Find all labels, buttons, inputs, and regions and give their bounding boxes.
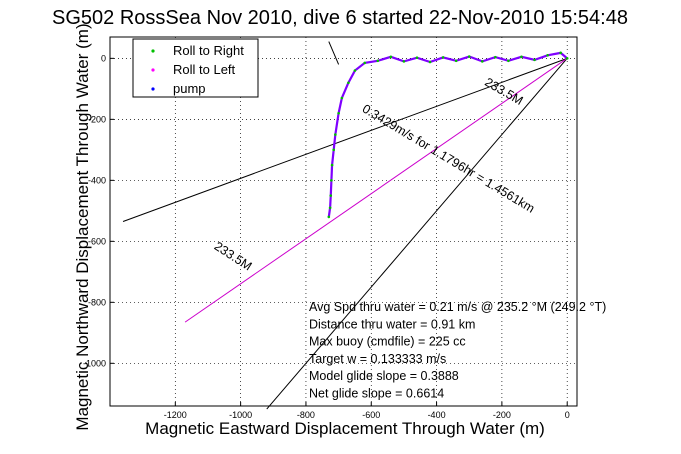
y-tick-label: -600 — [88, 236, 106, 246]
y-axis-label: Magnetic Northward Displacement Through … — [73, 23, 92, 430]
x-tick-label: -200 — [493, 410, 511, 420]
x-axis-label: Magnetic Eastward Displacement Through W… — [145, 419, 545, 438]
legend-marker — [151, 87, 155, 91]
plot-area — [109, 36, 578, 407]
stat-line: Max buoy (cmdfile) = 225 cc — [309, 335, 466, 349]
data-point — [565, 57, 569, 60]
data-point — [347, 81, 350, 85]
reference-line — [122, 57, 568, 222]
stat-line: Target w = 0.133333 m/s — [309, 352, 446, 366]
stat-line: Avg Spd thru water = 0.21 m/s @ 235.2 °M… — [309, 300, 606, 314]
data-point — [340, 96, 344, 100]
legend-marker — [151, 68, 155, 72]
y-tick-label: 0 — [101, 53, 106, 63]
legend-box — [132, 38, 259, 98]
data-point — [327, 215, 331, 219]
x-tick-label: -1200 — [164, 410, 187, 420]
x-tick-label: -800 — [297, 410, 315, 420]
data-point — [334, 133, 337, 136]
y-tick-label: -800 — [88, 297, 106, 307]
line-annotation: 233.5M — [212, 239, 255, 273]
data-point — [467, 55, 471, 58]
legend-marker — [151, 49, 155, 53]
legend-label: pump — [173, 81, 206, 96]
data-point — [520, 55, 523, 59]
data-point — [546, 53, 549, 57]
y-tick-label: -400 — [88, 175, 106, 185]
reference-line — [266, 58, 568, 410]
y-tick-label: -1000 — [83, 358, 106, 368]
ticks: -1200 -1000 -800 -600 -400 -200 0 0 -200 -400 -600… — [83, 53, 570, 420]
data-point — [332, 148, 336, 152]
data-point — [402, 60, 406, 63]
reference-line — [184, 57, 568, 323]
data-point — [353, 69, 357, 72]
stats-text: Avg Spd thru water = 0.21 m/s @ 235.2 °M… — [309, 300, 606, 401]
stat-line: Distance thru water = 0.91 km — [309, 317, 475, 331]
data-point — [441, 56, 445, 59]
series-line — [327, 51, 568, 218]
x-tick-label: -1000 — [229, 410, 252, 420]
data-point — [329, 194, 333, 197]
y-tick-label: -200 — [88, 114, 106, 124]
data-point — [494, 55, 497, 59]
legend-label: Roll to Left — [173, 62, 236, 77]
data-point — [389, 55, 393, 59]
data-point — [454, 59, 458, 63]
data-point — [337, 111, 340, 115]
data-point — [376, 59, 380, 63]
data-point — [330, 179, 333, 182]
x-tick-label: 0 — [565, 410, 570, 420]
legend: Roll to Right Roll to Left pump — [132, 38, 259, 98]
data-point — [533, 58, 536, 62]
x-tick-label: -400 — [428, 410, 446, 420]
annotations: 233.5M0.3429m/s for 1.1796hr = 1.4561km2… — [212, 75, 537, 274]
reference-lines — [122, 41, 568, 410]
legend-label: Roll to Right — [173, 43, 244, 58]
data-point — [480, 60, 484, 63]
data-point — [507, 59, 510, 63]
stat-line: Model glide slope = 0.3888 — [309, 369, 459, 383]
data-point — [428, 60, 432, 64]
grid — [110, 37, 577, 406]
data-point — [328, 206, 332, 210]
series-group — [327, 51, 569, 219]
line-annotation: 233.5M — [482, 75, 525, 108]
line-annotation: 0.3429m/s for 1.1796hr = 1.4561km — [360, 102, 537, 216]
data-point — [415, 56, 419, 60]
stat-line: Net glide slope = 0.6614 — [309, 387, 444, 401]
data-point — [363, 61, 367, 65]
data-point — [559, 51, 562, 55]
x-tick-label: -600 — [362, 410, 380, 420]
chart-title: SG502 RossSea Nov 2010, dive 6 started 2… — [52, 7, 628, 29]
reference-line — [328, 41, 340, 65]
data-point — [330, 163, 334, 167]
